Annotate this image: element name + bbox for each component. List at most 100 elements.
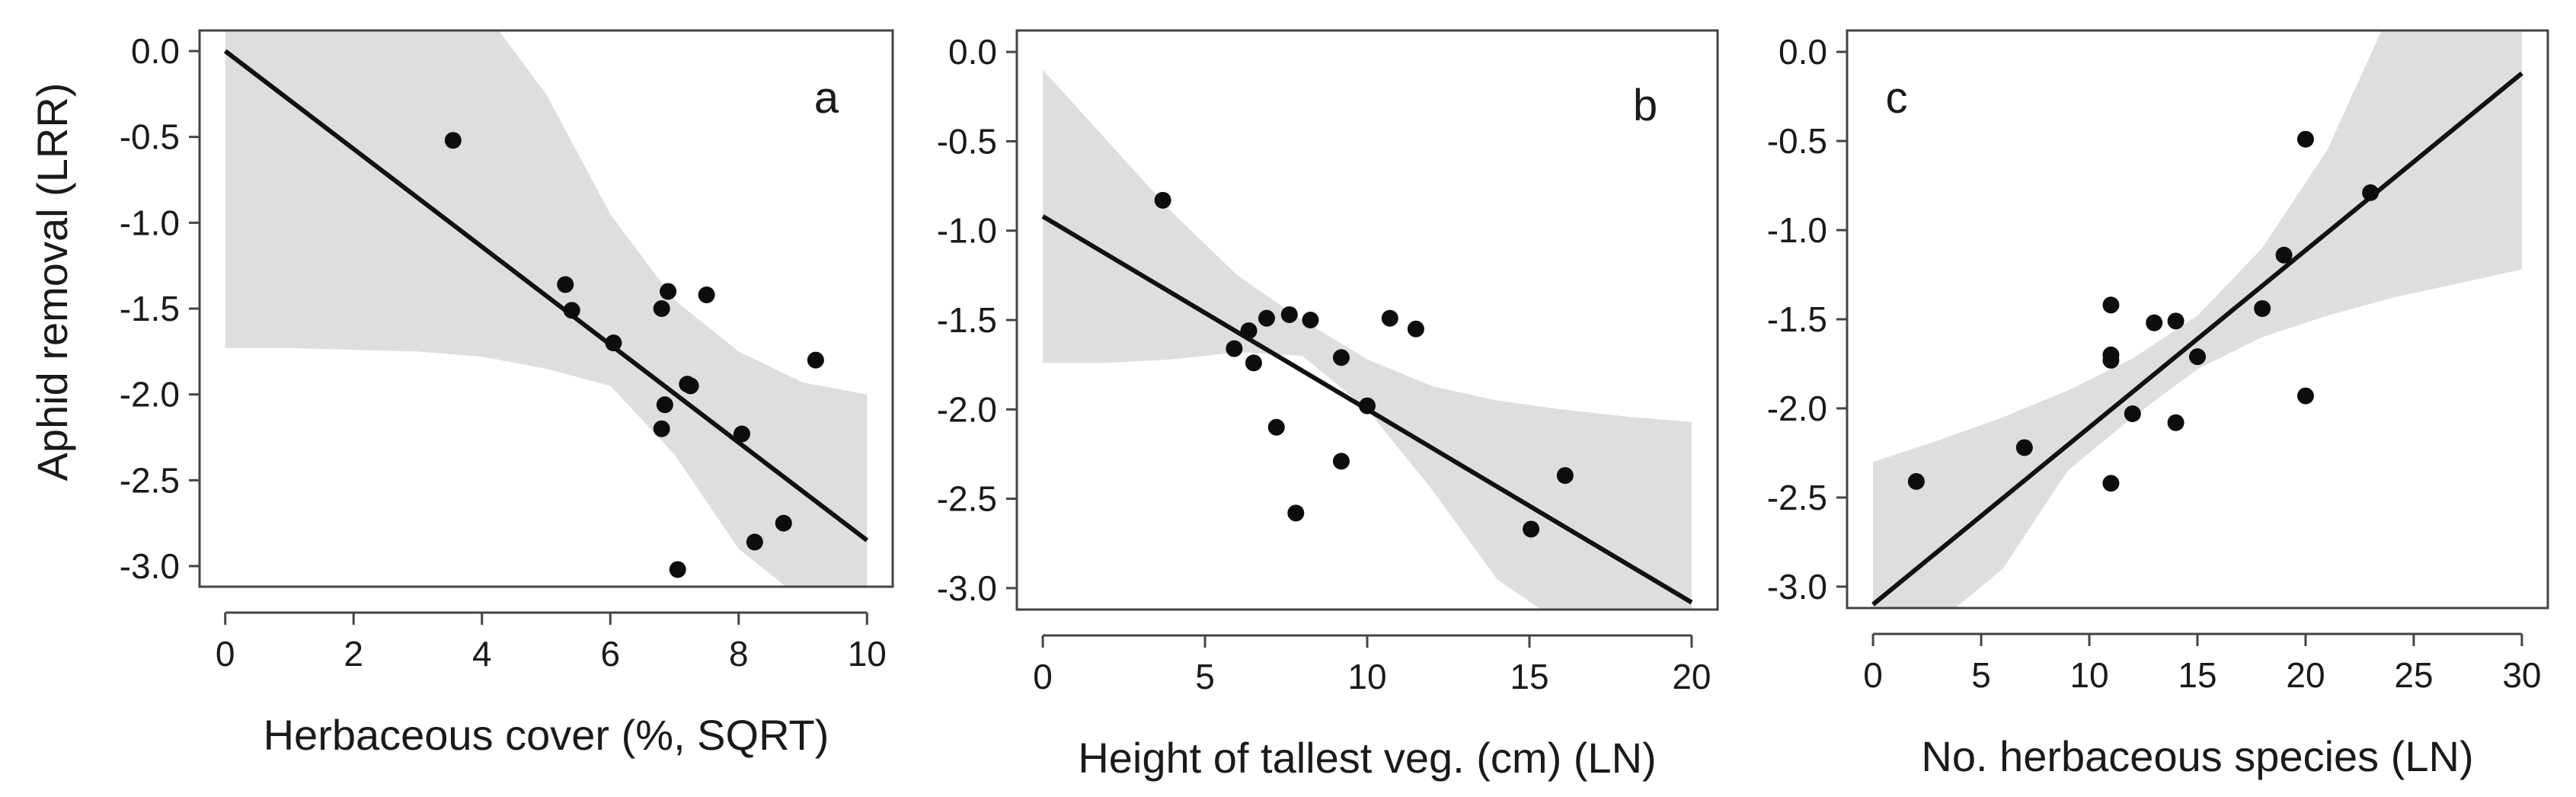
x-tick-label: 6 xyxy=(600,634,620,674)
data-point xyxy=(2102,296,2120,314)
panel-b: 0.0 -0.5 -1.0 -1.5 -2.0 -2.5 -3.0 0 5 10 15 20 Heigh… xyxy=(937,29,1719,782)
data-point xyxy=(1245,354,1262,372)
panel-letter: b xyxy=(1633,81,1657,130)
data-point xyxy=(807,351,824,369)
y-tick-label: -3.0 xyxy=(1767,567,1827,607)
data-point xyxy=(1407,320,1424,338)
y-tick-label: -1.0 xyxy=(1767,210,1827,250)
data-point xyxy=(698,286,715,303)
y-tick-label: -2.5 xyxy=(120,460,180,500)
y-tick-label: -2.0 xyxy=(937,389,997,429)
data-point xyxy=(563,302,580,319)
data-point xyxy=(2362,184,2379,201)
data-point xyxy=(1240,322,1258,340)
x-axis-title: Herbaceous cover (%, SQRT) xyxy=(264,711,829,759)
data-point xyxy=(2296,130,2314,148)
x-tick-label: 0 xyxy=(1033,657,1053,696)
data-point xyxy=(1332,349,1350,366)
x-tick-label: 4 xyxy=(472,634,492,674)
x-tick-label: 10 xyxy=(848,634,887,674)
regression-line xyxy=(223,49,869,543)
data-point xyxy=(1556,467,1574,485)
data-point xyxy=(557,276,574,293)
data-point xyxy=(746,533,763,551)
x-tick-label: 8 xyxy=(729,634,749,674)
data-point xyxy=(2254,299,2271,317)
y-tick-label: -2.0 xyxy=(120,375,180,415)
x-tick-label: 10 xyxy=(1347,657,1386,696)
data-point xyxy=(1154,191,1171,209)
y-axis-title-group: Aphid removal (LRR) xyxy=(28,83,76,482)
data-point xyxy=(444,132,462,149)
panel-a: 0.0 -0.5 -1.0 -1.5 -2.0 -2.5 -3.0 0 2 4 6 8 10 Herbac… xyxy=(120,29,894,759)
x-tick-label: 0 xyxy=(1863,655,1883,695)
y-tick-label: -3.0 xyxy=(120,546,180,586)
data-point xyxy=(2275,246,2293,264)
data-point xyxy=(2124,405,2141,422)
data-point xyxy=(1287,504,1305,522)
x-axis-title: Height of tallest veg. (cm) (LN) xyxy=(1078,734,1656,782)
confidence-band xyxy=(1873,30,2522,608)
x-tick-label: 15 xyxy=(2178,655,2216,695)
data-point xyxy=(1226,340,1243,357)
data-point xyxy=(1267,418,1285,436)
data-point xyxy=(653,300,670,317)
data-point xyxy=(733,425,750,443)
y-tick-label: 0.0 xyxy=(948,32,997,72)
data-point xyxy=(669,561,686,578)
data-point xyxy=(660,283,677,300)
data-point xyxy=(2146,314,2163,331)
data-point xyxy=(1359,397,1376,415)
data-point xyxy=(2296,387,2314,405)
data-point xyxy=(2102,351,2120,369)
x-tick-label: 2 xyxy=(344,634,363,674)
y-tick-label: -2.5 xyxy=(1767,478,1827,517)
regression-line xyxy=(1871,71,2523,607)
y-tick-label: -1.0 xyxy=(937,211,997,251)
x-tick-label: 25 xyxy=(2394,655,2433,695)
x-tick-label: 0 xyxy=(216,634,235,674)
y-tick-label: -1.5 xyxy=(937,300,997,340)
x-tick-label: 5 xyxy=(1195,657,1215,696)
data-point xyxy=(2167,414,2184,431)
panel-c: 0.0 -0.5 -1.0 -1.5 -2.0 -2.5 -3.0 0 5 10 15 20 25 30 N… xyxy=(1767,29,2549,780)
confidence-band xyxy=(1043,69,1692,610)
y-tick-label: -0.5 xyxy=(120,117,180,157)
panel-letter: a xyxy=(814,73,839,123)
x-tick-label: 30 xyxy=(2502,655,2541,695)
data-point xyxy=(656,396,673,414)
x-tick-label: 15 xyxy=(1510,657,1548,696)
y-tick-label: -2.5 xyxy=(937,479,997,519)
y-tick-label: -0.5 xyxy=(937,121,997,161)
y-tick-label: -2.0 xyxy=(1767,389,1827,428)
data-point xyxy=(1381,309,1398,327)
x-tick-label: 10 xyxy=(2069,655,2108,695)
data-point xyxy=(1258,309,1275,327)
data-point xyxy=(775,514,792,532)
data-point xyxy=(1523,520,1540,538)
data-point xyxy=(1907,472,1925,490)
y-tick-label: -1.0 xyxy=(120,203,180,242)
data-point xyxy=(1302,312,1319,328)
x-tick-label: 20 xyxy=(2286,655,2325,695)
data-point xyxy=(1280,306,1298,323)
x-tick-label: 5 xyxy=(1971,655,1991,695)
y-tick-label: -3.0 xyxy=(937,568,997,608)
data-point xyxy=(2189,348,2206,366)
x-axis-title: No. herbaceous species (LN) xyxy=(1921,732,2473,780)
data-point xyxy=(2102,475,2120,492)
data-point xyxy=(682,377,699,395)
x-tick-label: 20 xyxy=(1672,657,1711,696)
data-point xyxy=(653,420,670,437)
confidence-band xyxy=(225,30,868,587)
y-tick-label: -0.5 xyxy=(1767,121,1827,161)
y-tick-label: 0.0 xyxy=(131,31,180,71)
panel-letter: c xyxy=(1886,73,1908,123)
y-axis-title: Aphid removal (LRR) xyxy=(28,83,76,482)
data-point xyxy=(605,334,622,352)
data-point xyxy=(1332,453,1350,470)
y-tick-label: -1.5 xyxy=(1767,299,1827,339)
data-point xyxy=(2015,439,2033,456)
